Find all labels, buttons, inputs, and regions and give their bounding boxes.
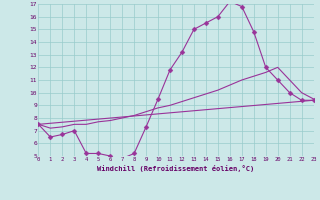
X-axis label: Windchill (Refroidissement éolien,°C): Windchill (Refroidissement éolien,°C) [97, 165, 255, 172]
